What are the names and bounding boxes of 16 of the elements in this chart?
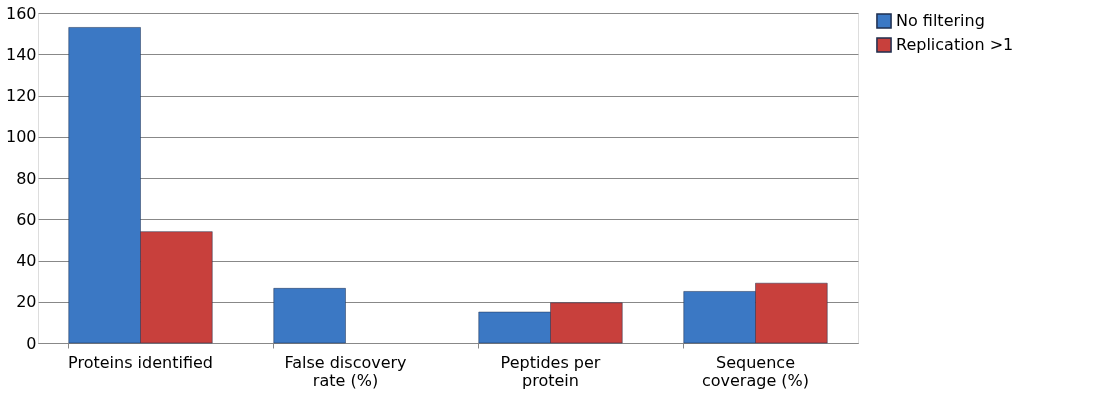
legend-label: No filtering — [896, 11, 985, 30]
x-tick-label: False discovery rate (%) — [284, 352, 407, 390]
y-tick-label: 160 — [5, 3, 37, 23]
bar — [273, 288, 346, 344]
y-tick-label: 140 — [5, 44, 37, 64]
x-tick-label: Peptides per protein — [500, 352, 601, 390]
y-tick-label: 80 — [16, 168, 37, 188]
y-tick-label: 40 — [16, 251, 37, 270]
y-tick-label: 100 — [5, 127, 37, 147]
y-tick-label: 60 — [16, 209, 37, 229]
legend-label: Replication >1 — [896, 35, 1014, 54]
y-tick-label: 20 — [16, 292, 37, 312]
y-tick-label: 120 — [5, 86, 37, 105]
x-tick-label: Sequence coverage (%) — [701, 352, 810, 390]
x-tick-label: Proteins identified — [68, 352, 213, 372]
y-tick-label: 0 — [26, 333, 37, 353]
